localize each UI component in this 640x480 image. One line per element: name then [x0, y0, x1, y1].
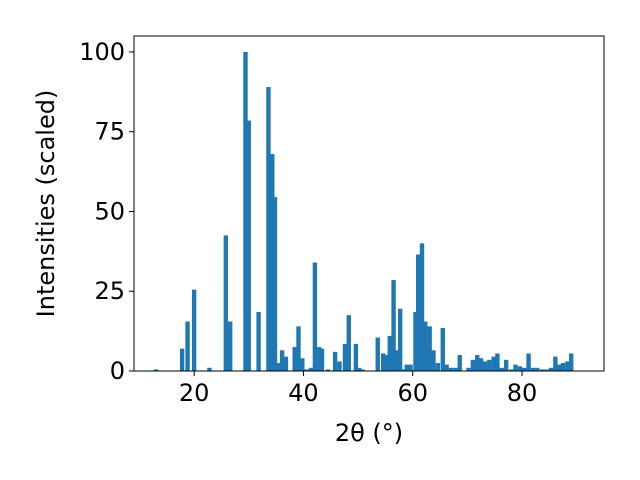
bar	[153, 369, 159, 371]
bar	[346, 315, 351, 371]
bar	[499, 367, 504, 371]
x-tick-label: 80	[507, 379, 538, 407]
bar	[387, 335, 392, 371]
bar	[440, 327, 445, 371]
bar	[394, 350, 400, 371]
bar	[466, 367, 471, 371]
bars	[153, 51, 574, 372]
bar	[530, 367, 536, 371]
bar	[444, 364, 449, 371]
bar	[457, 355, 462, 371]
bar	[482, 361, 488, 371]
bar	[292, 347, 297, 371]
bar	[223, 235, 228, 371]
bar	[356, 367, 362, 371]
bar	[522, 367, 527, 371]
bar	[391, 280, 396, 371]
x-axis-ticks: 20 40 60 80	[179, 371, 537, 407]
y-tick-label: 50	[94, 197, 125, 225]
bar	[185, 321, 190, 371]
bar	[228, 321, 233, 371]
bar	[427, 326, 432, 371]
bar	[565, 361, 570, 371]
bar	[353, 343, 359, 371]
bar	[283, 356, 289, 371]
bar	[246, 120, 251, 371]
bar	[491, 356, 496, 371]
y-axis-label: Intensities (scaled)	[32, 90, 60, 318]
bar	[375, 337, 380, 371]
x-tick-label: 40	[288, 379, 319, 407]
bar	[475, 355, 480, 371]
bar	[487, 359, 492, 371]
bar	[332, 351, 338, 371]
bar	[453, 367, 458, 371]
bar	[569, 353, 574, 371]
bar	[312, 262, 318, 371]
bar	[557, 364, 562, 371]
bar	[308, 367, 314, 371]
bar	[448, 367, 454, 371]
bar	[535, 367, 540, 371]
bar	[416, 254, 421, 371]
bar	[279, 350, 285, 371]
bar	[360, 369, 365, 371]
bar	[207, 367, 212, 371]
bar	[503, 359, 509, 371]
y-tick-label: 25	[94, 277, 125, 305]
bar	[300, 358, 305, 371]
bar	[540, 369, 545, 371]
y-tick-label: 100	[79, 38, 125, 66]
bar	[179, 348, 185, 371]
bar	[319, 348, 325, 371]
bar	[342, 343, 348, 371]
bar	[325, 369, 331, 371]
bar	[404, 364, 409, 371]
bar	[337, 361, 342, 371]
plot-frame	[133, 35, 605, 372]
bar	[431, 350, 436, 371]
bar	[548, 367, 554, 371]
bar	[317, 347, 322, 371]
bar	[304, 369, 309, 371]
x-tick-label: 60	[397, 379, 428, 407]
bar	[517, 366, 523, 371]
bar	[495, 353, 500, 371]
bar	[526, 353, 531, 371]
y-tick-label: 0	[110, 357, 125, 385]
x-tick-label: 20	[179, 379, 210, 407]
y-tick-label: 75	[94, 118, 125, 146]
bar	[419, 243, 425, 371]
bar	[384, 355, 389, 371]
bar	[508, 369, 514, 371]
y-axis-ticks: 0 25 50 75 100	[79, 38, 134, 385]
bar	[401, 369, 406, 371]
bar	[270, 154, 275, 371]
bar	[272, 197, 278, 371]
bar	[276, 363, 282, 371]
bar	[381, 353, 386, 371]
bar	[435, 363, 441, 371]
bar	[544, 369, 549, 371]
bar	[423, 321, 428, 371]
bar	[470, 359, 476, 371]
x-axis-label: 2θ (°)	[335, 419, 403, 447]
bar	[191, 289, 197, 371]
bar	[553, 356, 558, 371]
bar	[266, 87, 271, 372]
bar	[256, 311, 261, 371]
bar	[397, 308, 403, 371]
bar	[296, 326, 301, 371]
bar	[560, 363, 566, 371]
bar	[243, 51, 248, 371]
bar	[408, 364, 413, 371]
bar	[478, 358, 484, 371]
bar	[413, 311, 418, 371]
bar	[513, 364, 518, 371]
